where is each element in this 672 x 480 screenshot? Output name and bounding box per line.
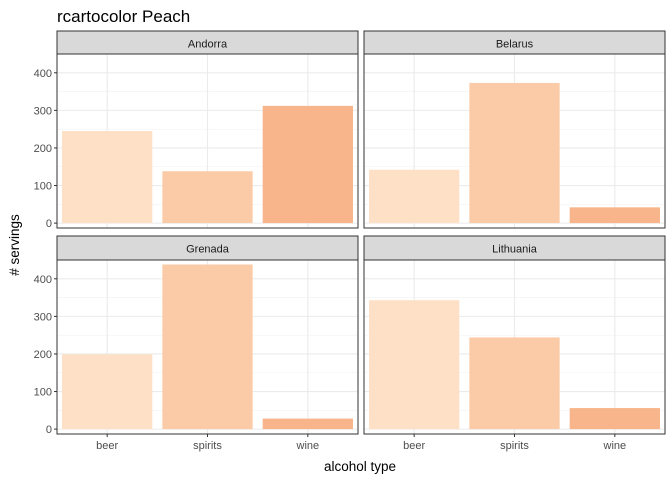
strip-label-lithuania: Lithuania — [492, 244, 538, 256]
y-tick-label: 400 — [34, 68, 52, 80]
y-tick-label: 100 — [34, 181, 52, 193]
bar-andorra-beer — [62, 131, 153, 224]
bar-belarus-spirits — [469, 82, 560, 224]
bar-lithuania-spirits — [469, 337, 560, 430]
panel-border-belarus — [363, 53, 666, 229]
strip-lithuania — [363, 235, 666, 261]
bar-grenada-beer — [62, 354, 153, 430]
panel-belarus: Belarus — [363, 30, 666, 229]
x-tick-label-spirits: spirits — [193, 440, 222, 452]
x-tick-label-wine: wine — [296, 440, 320, 452]
bar-lithuania-wine — [569, 408, 660, 430]
y-tick-label: 0 — [46, 218, 52, 230]
bar-andorra-spirits — [162, 171, 253, 224]
panel-grenada: Grenada 0 100 200 300 400 beer spirits wine — [34, 235, 359, 452]
chart-title: rcartocolor Peach — [57, 7, 190, 26]
y-tick-label: 200 — [34, 349, 52, 361]
y-tick-label: 300 — [34, 311, 52, 323]
bar-belarus-beer — [369, 169, 460, 224]
x-axis-title: alcohol type — [324, 459, 396, 474]
strip-grenada — [56, 235, 359, 261]
y-tick-label: 200 — [34, 143, 52, 155]
panel-andorra: Andorra 0 100 200 300 400 — [34, 30, 359, 230]
bar-andorra-wine — [262, 105, 353, 224]
y-tick-label: 300 — [34, 105, 52, 117]
bar-lithuania-beer — [369, 300, 460, 430]
panels: Andorra 0 100 200 300 400 Belarus Grenada 0 100 20… — [34, 30, 666, 452]
y-tick-label: 400 — [34, 274, 52, 286]
x-tick-label-beer: beer — [403, 440, 425, 452]
bar-belarus-wine — [569, 207, 660, 224]
y-axis-title: # servings — [7, 214, 22, 276]
strip-label-belarus: Belarus — [496, 39, 534, 51]
x-tick-label-spirits: spirits — [500, 440, 529, 452]
panel-lithuania: Lithuania beer spirits wine — [363, 235, 666, 452]
x-tick-label-wine: wine — [603, 440, 627, 452]
y-tick-label: 100 — [34, 387, 52, 399]
y-tick-label: 0 — [46, 424, 52, 436]
bar-grenada-wine — [262, 418, 353, 430]
strip-label-andorra: Andorra — [188, 39, 228, 51]
strip-label-grenada: Grenada — [186, 244, 230, 256]
panel-border-andorra — [56, 53, 359, 229]
x-tick-label-beer: beer — [96, 440, 118, 452]
bar-grenada-spirits — [162, 264, 253, 430]
